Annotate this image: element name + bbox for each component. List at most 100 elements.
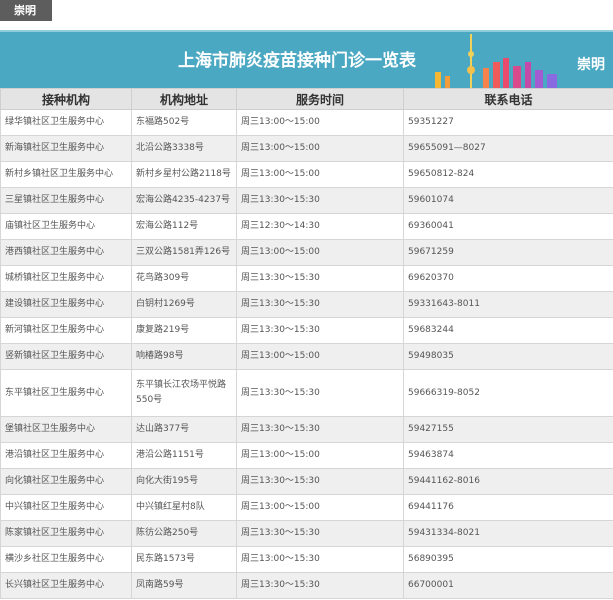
table-row: 建设镇社区卫生服务中心 白钥村1269号 周三13:30～15:30 59331643…: [0, 291, 613, 318]
phone-cell: 56890395: [403, 546, 613, 573]
institution-cell: 建设镇社区卫生服务中心: [0, 291, 132, 318]
table-header-row: 接种机构 机构地址 服务时间 联系电话: [0, 88, 613, 110]
phone-cell: 59601074: [403, 187, 613, 214]
phone-cell: 59666319-8052: [403, 369, 613, 417]
header-phone: 联系电话: [403, 88, 613, 110]
phone-cell: 69360041: [403, 213, 613, 240]
address-cell: 陈彷公路250号: [131, 520, 237, 547]
table-row: 东平镇社区卫生服务中心 东平镇长江农场平悦路550号 周三13:30～15:30 59…: [0, 369, 613, 417]
institution-cell: 堡镇社区卫生服务中心: [0, 416, 132, 443]
service-time-cell: 周三13:00～15:00: [236, 442, 404, 469]
table-row: 港沿镇社区卫生服务中心 港沿公路1151号 周三13:00～15:00 5946387…: [0, 442, 613, 469]
address-cell: 中兴镇红星村8队: [131, 494, 237, 521]
address-cell: 响椿路98号: [131, 343, 237, 370]
service-time-cell: 周三13:30～15:30: [236, 291, 404, 318]
table-row: 港西镇社区卫生服务中心 三双公路1581弄126号 周三13:00～15:00 596…: [0, 239, 613, 266]
institution-cell: 新村乡镇社区卫生服务中心: [0, 161, 132, 188]
service-time-cell: 周三13:00～15:30: [236, 546, 404, 573]
service-time-cell: 周三12:30～14:30: [236, 213, 404, 240]
address-cell: 三双公路1581弄126号: [131, 239, 237, 266]
clinic-table: 接种机构 机构地址 服务时间 联系电话 绿华镇社区卫生服务中心 东福路502号 周三…: [0, 88, 613, 599]
service-time-cell: 周三13:00～15:00: [236, 109, 404, 136]
table-row: 向化镇社区卫生服务中心 向化大街195号 周三13:30～15:30 59441162…: [0, 468, 613, 495]
address-cell: 宏海公路112号: [131, 213, 237, 240]
institution-cell: 三星镇社区卫生服务中心: [0, 187, 132, 214]
district-tag: 崇明: [0, 0, 52, 21]
banner-district: 崇明: [577, 57, 605, 73]
address-cell: 港沿公路1151号: [131, 442, 237, 469]
table-row: 三星镇社区卫生服务中心 宏海公路4235-4237号 周三13:30～15:30 59…: [0, 187, 613, 214]
phone-cell: 59683244: [403, 317, 613, 344]
table-row: 堡镇社区卫生服务中心 达山路377号 周三13:30～15:30 59427155: [0, 416, 613, 443]
phone-cell: 59431334-8021: [403, 520, 613, 547]
table-row: 陈家镇社区卫生服务中心 陈彷公路250号 周三13:30～15:30 59431334…: [0, 520, 613, 547]
service-time-cell: 周三13:00～15:00: [236, 343, 404, 370]
phone-cell: 59671259: [403, 239, 613, 266]
institution-cell: 绿华镇社区卫生服务中心: [0, 109, 132, 136]
address-cell: 东福路502号: [131, 109, 237, 136]
service-time-cell: 周三13:00～15:00: [236, 239, 404, 266]
table-row: 新河镇社区卫生服务中心 康复路219号 周三13:30～15:30 59683244: [0, 317, 613, 344]
institution-cell: 长兴镇社区卫生服务中心: [0, 572, 132, 599]
table-row: 新海镇社区卫生服务中心 北沿公路3338号 周三13:00～15:00 5965509…: [0, 135, 613, 162]
phone-cell: 66700001: [403, 572, 613, 599]
phone-cell: 59655091—8027: [403, 135, 613, 162]
table-row: 长兴镇社区卫生服务中心 凤南路59号 周三13:30～15:30 66700001: [0, 572, 613, 599]
address-cell: 北沿公路3338号: [131, 135, 237, 162]
phone-cell: 59351227: [403, 109, 613, 136]
service-time-cell: 周三13:30～15:30: [236, 265, 404, 292]
address-cell: 达山路377号: [131, 416, 237, 443]
institution-cell: 新海镇社区卫生服务中心: [0, 135, 132, 162]
page-title: 上海市肺炎疫苗接种门诊一览表: [178, 51, 416, 71]
service-time-cell: 周三13:30～15:30: [236, 572, 404, 599]
service-time-cell: 周三13:30～15:30: [236, 187, 404, 214]
table-row: 横沙乡社区卫生服务中心 民东路1573号 周三13:00～15:30 56890395: [0, 546, 613, 573]
table-row: 庙镇社区卫生服务中心 宏海公路112号 周三12:30～14:30 69360041: [0, 213, 613, 240]
phone-cell: 69441176: [403, 494, 613, 521]
institution-cell: 向化镇社区卫生服务中心: [0, 468, 132, 495]
address-cell: 康复路219号: [131, 317, 237, 344]
phone-cell: 59463874: [403, 442, 613, 469]
header-address: 机构地址: [131, 88, 237, 110]
header-institution: 接种机构: [0, 88, 132, 110]
address-cell: 宏海公路4235-4237号: [131, 187, 237, 214]
table-row: 新村乡镇社区卫生服务中心 新村乡星村公路2118号 周三13:00～15:00 596…: [0, 161, 613, 188]
service-time-cell: 周三13:00～15:00: [236, 135, 404, 162]
institution-cell: 港沿镇社区卫生服务中心: [0, 442, 132, 469]
table-row: 城桥镇社区卫生服务中心 花鸟路309号 周三13:30～15:30 69620370: [0, 265, 613, 292]
address-cell: 白钥村1269号: [131, 291, 237, 318]
title-banner: 上海市肺炎疫苗接种门诊一览表 崇明: [0, 30, 613, 88]
institution-cell: 中兴镇社区卫生服务中心: [0, 494, 132, 521]
phone-cell: 59650812-824: [403, 161, 613, 188]
table-row: 绿华镇社区卫生服务中心 东福路502号 周三13:00～15:00 59351227: [0, 109, 613, 136]
address-cell: 新村乡星村公路2118号: [131, 161, 237, 188]
address-cell: 向化大街195号: [131, 468, 237, 495]
table-row: 竖新镇社区卫生服务中心 响椿路98号 周三13:00～15:00 59498035: [0, 343, 613, 370]
phone-cell: 59498035: [403, 343, 613, 370]
phone-cell: 59331643-8011: [403, 291, 613, 318]
institution-cell: 庙镇社区卫生服务中心: [0, 213, 132, 240]
institution-cell: 陈家镇社区卫生服务中心: [0, 520, 132, 547]
service-time-cell: 周三13:00～15:00: [236, 161, 404, 188]
phone-cell: 59427155: [403, 416, 613, 443]
table-row: 中兴镇社区卫生服务中心 中兴镇红星村8队 周三13:00～15:00 69441176: [0, 494, 613, 521]
phone-cell: 59441162-8016: [403, 468, 613, 495]
institution-cell: 新河镇社区卫生服务中心: [0, 317, 132, 344]
institution-cell: 港西镇社区卫生服务中心: [0, 239, 132, 266]
skyline-illustration: [435, 34, 557, 88]
service-time-cell: 周三13:30～15:30: [236, 369, 404, 417]
service-time-cell: 周三13:30～15:30: [236, 520, 404, 547]
service-time-cell: 周三13:30～15:30: [236, 317, 404, 344]
service-time-cell: 周三13:30～15:30: [236, 416, 404, 443]
address-cell: 东平镇长江农场平悦路550号: [131, 369, 237, 417]
institution-cell: 东平镇社区卫生服务中心: [0, 369, 132, 417]
service-time-cell: 周三13:00～15:00: [236, 494, 404, 521]
service-time-cell: 周三13:30～15:30: [236, 468, 404, 495]
header-service-time: 服务时间: [236, 88, 404, 110]
address-cell: 凤南路59号: [131, 572, 237, 599]
address-cell: 花鸟路309号: [131, 265, 237, 292]
institution-cell: 横沙乡社区卫生服务中心: [0, 546, 132, 573]
address-cell: 民东路1573号: [131, 546, 237, 573]
institution-cell: 城桥镇社区卫生服务中心: [0, 265, 132, 292]
institution-cell: 竖新镇社区卫生服务中心: [0, 343, 132, 370]
